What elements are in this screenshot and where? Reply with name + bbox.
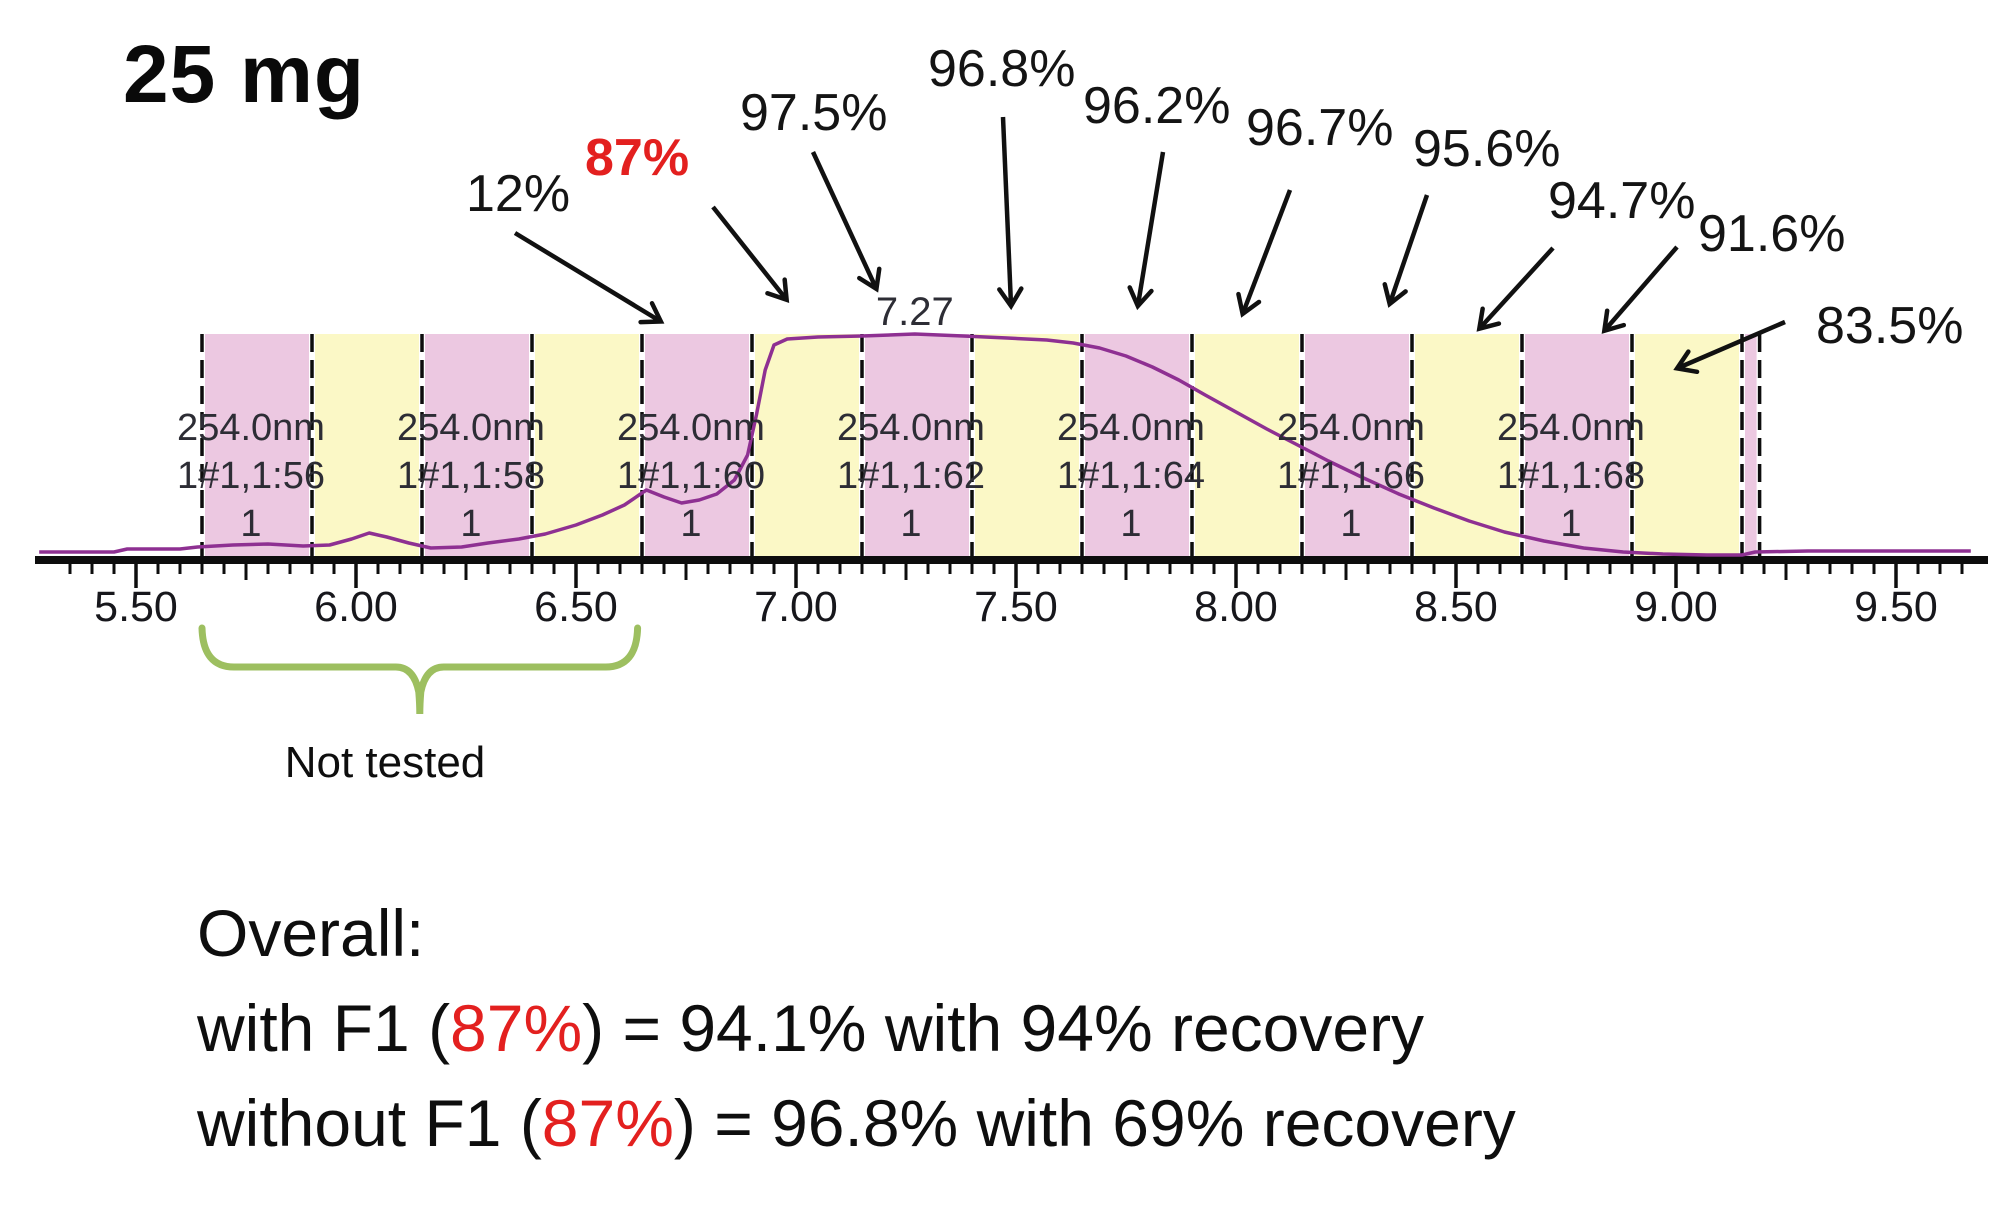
not-tested-brace xyxy=(198,624,642,715)
axis-tick-label: 8.00 xyxy=(1194,583,1278,631)
wavelength-label: 254.0nm xyxy=(837,407,985,449)
purity-annotation-87: 87% xyxy=(585,129,690,187)
axis-tick-label: 9.00 xyxy=(1634,583,1718,631)
uv-trace xyxy=(39,332,1971,557)
fraction-band-pink-12 xyxy=(1525,334,1629,556)
purity-annotation-956: 95.6% xyxy=(1413,120,1561,178)
fraction-id-label: 1#1,1:66 xyxy=(1277,455,1425,497)
channel-label: 1 xyxy=(460,503,482,545)
wavelength-label: 254.0nm xyxy=(1277,407,1425,449)
wavelength-label: 254.0nm xyxy=(1497,407,1645,449)
fraction-id-label: 1#1,1:64 xyxy=(1057,455,1205,497)
summary-text: with F1 ( xyxy=(197,991,451,1065)
summary-red-percent: 87% xyxy=(541,1086,674,1160)
fraction-id-label: 1#1,1:58 xyxy=(397,455,545,497)
wavelength-label: 254.0nm xyxy=(397,407,545,449)
wavelength-label: 254.0nm xyxy=(617,407,765,449)
purity-annotation-916: 91.6% xyxy=(1698,205,1846,263)
fraction-band-yellow-9 xyxy=(1195,334,1299,556)
fraction-band-pink-4 xyxy=(645,334,749,556)
purity-annotation-835: 83.5% xyxy=(1816,297,1964,355)
purity-arrow xyxy=(1382,194,1430,308)
summary-text: ) = 96.8% with 69% recovery xyxy=(673,1086,1516,1160)
purity-annotation-967: 96.7% xyxy=(1246,99,1394,157)
axis-tick-label: 7.00 xyxy=(754,583,838,631)
summary-block: Overall: with F1 (87%) = 94.1% with 94% … xyxy=(197,886,1516,1171)
channel-label: 1 xyxy=(1120,503,1142,545)
summary-red-percent: 87% xyxy=(450,991,583,1065)
fraction-band-pink-6 xyxy=(865,334,969,556)
fraction-band-yellow-13 xyxy=(1635,334,1739,556)
figure-title: 25 mg xyxy=(123,29,365,120)
purity-annotation-968: 96.8% xyxy=(928,40,1076,98)
annotation-arrows xyxy=(513,116,1786,375)
purity-arrow xyxy=(1236,189,1293,318)
axis-tick-label: 6.00 xyxy=(314,583,398,631)
fraction-band-pink-14 xyxy=(1745,334,1757,556)
time-axis xyxy=(35,556,1988,588)
purity-arrow xyxy=(997,116,1024,311)
channel-label: 1 xyxy=(1340,503,1362,545)
channel-label: 1 xyxy=(680,503,702,545)
purity-annotation-962: 96.2% xyxy=(1083,77,1231,135)
channel-label: 1 xyxy=(1560,503,1582,545)
purity-arrow xyxy=(1127,151,1166,311)
summary-text: ) = 94.1% with 94% recovery xyxy=(582,991,1425,1065)
fraction-label-11158: 254.0nm 1#1,1:58 1 xyxy=(397,404,545,548)
purity-arrow xyxy=(1476,246,1555,332)
axis-tick-label: 7.50 xyxy=(974,583,1058,631)
fraction-label-11168: 254.0nm 1#1,1:68 1 xyxy=(1497,404,1645,548)
fraction-band-pink-0 xyxy=(205,334,309,556)
axis-tick-label: 6.50 xyxy=(534,583,618,631)
fraction-label-11160: 254.0nm 1#1,1:60 1 xyxy=(617,404,765,548)
peak-retention-time-label: 7.27 xyxy=(875,290,954,334)
fraction-label-11162: 254.0nm 1#1,1:62 1 xyxy=(837,404,985,548)
fraction-band-pink-2 xyxy=(425,334,529,556)
channel-label: 1 xyxy=(240,503,262,545)
fraction-label-11166: 254.0nm 1#1,1:66 1 xyxy=(1277,404,1425,548)
x-axis-line xyxy=(35,556,1988,564)
fraction-band-yellow-1 xyxy=(315,334,419,556)
fraction-label-11156: 254.0nm 1#1,1:56 1 xyxy=(177,404,325,548)
summary-heading: Overall: xyxy=(197,896,425,970)
fraction-id-label: 1#1,1:68 xyxy=(1497,455,1645,497)
purity-arrow xyxy=(1601,245,1679,334)
fraction-id-label: 1#1,1:56 xyxy=(177,455,325,497)
axis-tick-label: 8.50 xyxy=(1414,583,1498,631)
not-tested-label: Not tested xyxy=(284,738,486,787)
fraction-label-11164: 254.0nm 1#1,1:64 1 xyxy=(1057,404,1205,548)
fraction-id-label: 1#1,1:62 xyxy=(837,455,985,497)
fraction-boundary-dashed-lines xyxy=(200,334,1762,556)
fraction-id-label: 1#1,1:60 xyxy=(617,455,765,497)
fraction-band-pink-10 xyxy=(1305,334,1409,556)
axis-tick-label: 9.50 xyxy=(1854,583,1938,631)
wavelength-label: 254.0nm xyxy=(177,407,325,449)
summary-line-2: without F1 (87%) = 96.8% with 69% recove… xyxy=(197,1076,1516,1171)
purity-arrow xyxy=(711,205,790,304)
channel-label: 1 xyxy=(900,503,922,545)
axis-tick-label: 5.50 xyxy=(94,583,178,631)
wavelength-label: 254.0nm xyxy=(1057,407,1205,449)
purity-annotation-12: 12% xyxy=(466,165,571,223)
purity-arrow xyxy=(810,151,882,293)
fraction-band-pink-8 xyxy=(1085,334,1189,556)
fraction-band-yellow-7 xyxy=(975,334,1079,556)
uv-trace-line xyxy=(39,332,1971,557)
purity-arrow xyxy=(1673,319,1786,375)
purity-annotation-975: 97.5% xyxy=(740,84,888,142)
fraction-band-yellow-5 xyxy=(755,334,859,556)
summary-text: without F1 ( xyxy=(197,1086,542,1160)
purity-arrow xyxy=(513,231,665,325)
summary-line-1: with F1 (87%) = 94.1% with 94% recovery xyxy=(197,981,1516,1076)
purity-annotation-947: 94.7% xyxy=(1548,172,1696,230)
not-tested-brace-path xyxy=(198,624,642,715)
